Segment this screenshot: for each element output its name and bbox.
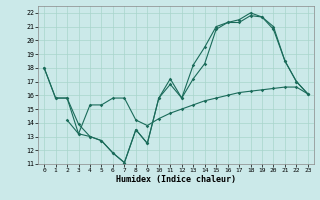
X-axis label: Humidex (Indice chaleur): Humidex (Indice chaleur): [116, 175, 236, 184]
